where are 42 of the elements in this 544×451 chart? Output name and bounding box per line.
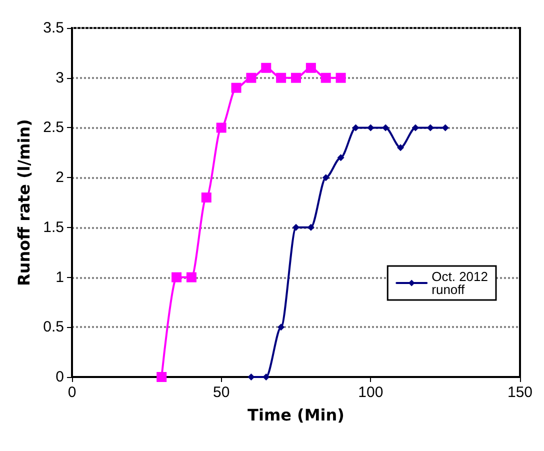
y-tick-label: 3.5 <box>43 20 64 36</box>
point <box>276 72 286 83</box>
y-tick-label: 3 <box>56 69 64 86</box>
point <box>262 374 270 380</box>
point <box>156 372 167 382</box>
point <box>352 124 360 132</box>
point <box>246 72 256 83</box>
y-tick-label: 2.5 <box>43 119 64 136</box>
y-tick-label: 1 <box>56 268 64 286</box>
x-tick-label: 150 <box>507 384 533 401</box>
point <box>231 82 242 93</box>
point <box>367 124 374 132</box>
point <box>306 62 316 73</box>
x-tick-label: 0 <box>68 384 76 401</box>
point <box>320 72 331 83</box>
point <box>201 192 212 203</box>
point <box>322 174 330 182</box>
point <box>261 62 272 73</box>
point <box>442 124 449 132</box>
x-tick-label: 100 <box>358 384 384 401</box>
x-axis-title: Time (Min) <box>248 406 344 424</box>
point <box>248 374 255 380</box>
point <box>336 72 346 83</box>
y-tick-label: 2 <box>56 169 64 186</box>
point <box>382 124 390 132</box>
y-tick-label: 0 <box>56 368 64 386</box>
point <box>337 154 344 162</box>
legend-label: Oct. 2012 runoff <box>432 269 488 297</box>
point <box>172 272 182 282</box>
point <box>426 124 434 132</box>
y-tick-label: 1.5 <box>43 218 64 236</box>
y-tick-label: 0.5 <box>43 318 64 336</box>
point <box>186 272 196 282</box>
point <box>292 224 300 231</box>
point <box>216 122 226 133</box>
point <box>278 324 285 331</box>
point <box>397 144 404 152</box>
y-axis-title: Runoff rate (l/min) <box>14 119 34 286</box>
point <box>412 124 419 132</box>
point <box>291 72 301 83</box>
point <box>307 224 314 231</box>
x-tick-label: 50 <box>212 384 230 401</box>
